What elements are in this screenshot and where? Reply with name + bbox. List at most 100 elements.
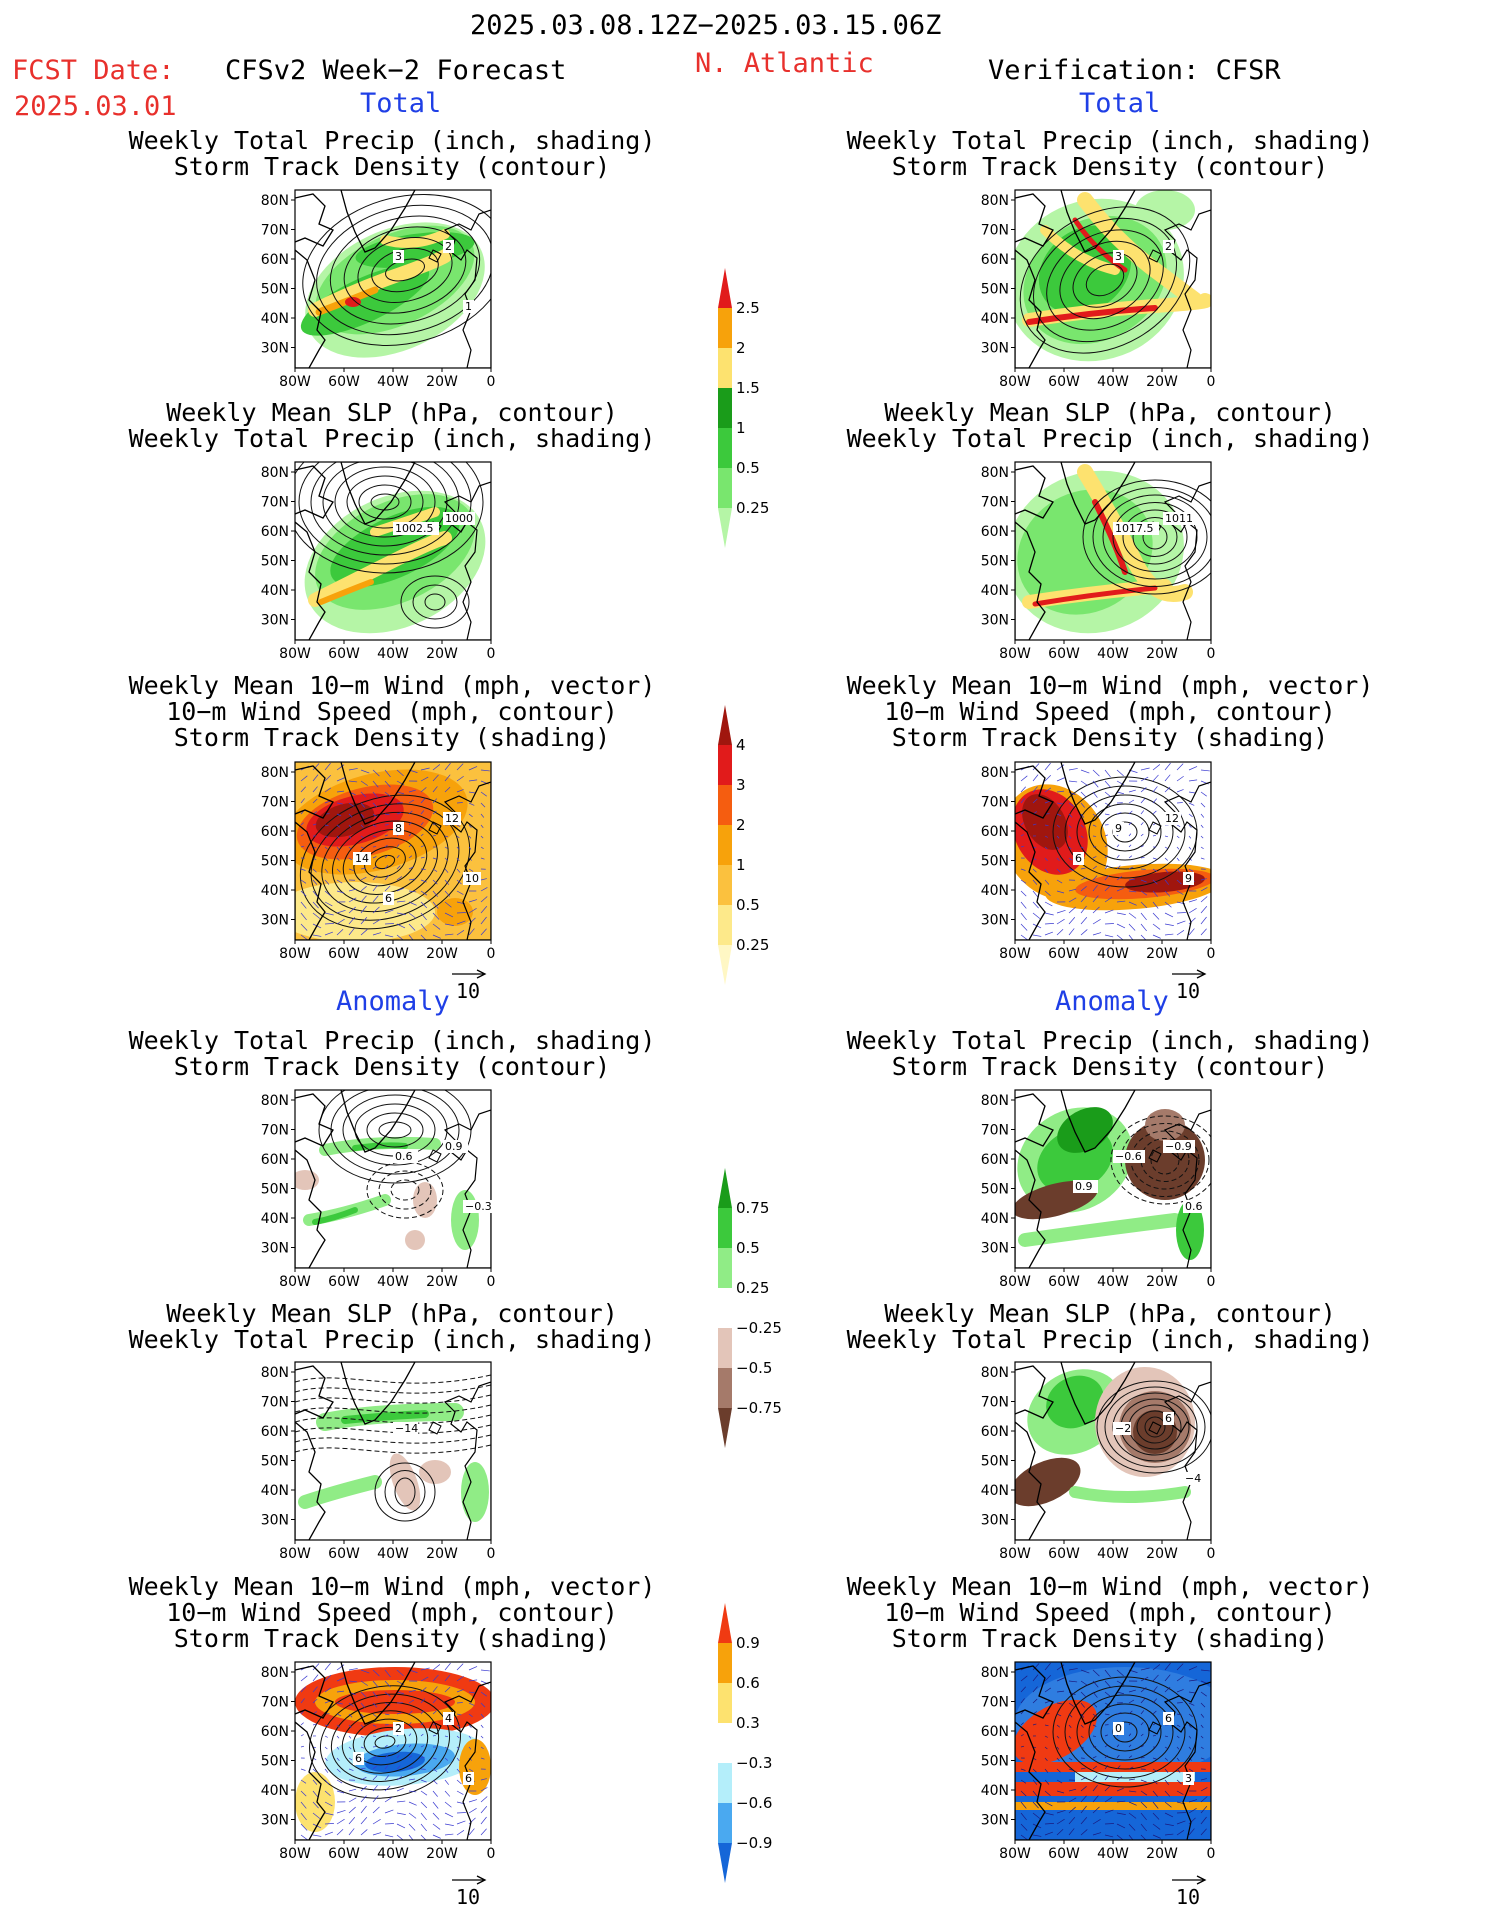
title-line: Storm Track Density (shading) [173, 723, 611, 752]
title-line: Weekly Total Precip (inch, shading) [846, 1026, 1374, 1055]
lat-tick-label: 40N [981, 1211, 1009, 1227]
map-forecast-total-wind: 80N 70N 60N 50N 40N 30N 80W 60W 40W 20W 0 8 12 10 14 6 [243, 754, 499, 966]
colorbar-swatch [718, 388, 732, 428]
lat-tick-label: 60N [261, 1424, 289, 1440]
colorbar-label: −0.75 [736, 1399, 782, 1417]
lat-tick-label: 30N [981, 1241, 1009, 1257]
colorbar-label: 0.5 [736, 896, 760, 914]
title-line: Weekly Total Precip (inch, shading) [128, 424, 656, 453]
lat-tick-label: 30N [981, 913, 1009, 929]
colorbar-label: 0.6 [736, 1674, 760, 1692]
lon-tick-label: 0 [487, 1546, 496, 1562]
lat-tick-label: 60N [981, 824, 1009, 840]
contour-label: 3 [1185, 1772, 1192, 1785]
title-line: Weekly Mean 10−m Wind (mph, vector) [128, 671, 656, 700]
contour-label: 2 [445, 240, 452, 253]
contour-label: 3 [395, 250, 402, 263]
lon-tick-label: 20W [426, 646, 458, 662]
verification-title: Verification: CFSR [988, 55, 1281, 86]
lat-tick-label: 70N [981, 1395, 1009, 1411]
lat-tick-label: 50N [981, 1454, 1009, 1470]
vector-ref-forecast-total: 10 [450, 968, 490, 1008]
contour-label: 6 [1075, 852, 1082, 865]
lat-tick-label: 70N [261, 495, 289, 511]
lon-tick-label: 40W [1097, 1274, 1129, 1290]
lat-tick-label: 30N [261, 341, 289, 357]
fcst-date-value: 2025.03.01 [14, 91, 177, 122]
contour-label: 0.6 [1185, 1200, 1203, 1213]
lat-tick-label: 60N [981, 1724, 1009, 1740]
contour-label: −2 [1115, 1422, 1131, 1435]
colorbar-swatch [718, 825, 732, 865]
lat-tick-label: 50N [981, 1754, 1009, 1770]
title-f-anom-wind: Weekly Mean 10−m Wind (mph, vector) 10−m… [42, 1574, 742, 1652]
contour-label: 6 [465, 1772, 472, 1785]
contour-label: −0.3 [465, 1200, 492, 1213]
colorbar-swatch [718, 1643, 732, 1683]
lat-tick-label: 50N [981, 1182, 1009, 1198]
vector-ref-label: 10 [456, 979, 480, 1003]
lon-tick-label: 0 [1207, 946, 1216, 962]
title-line: Storm Track Density (shading) [891, 723, 1329, 752]
section-total-forecast: Total [360, 88, 442, 119]
lon-tick-label: 20W [1146, 374, 1178, 390]
title-line: 10−m Wind Speed (mph, contour) [884, 1598, 1336, 1627]
lon-tick-label: 80W [279, 1274, 311, 1290]
colorbar-label: 0.9 [736, 1634, 760, 1652]
lon-tick-label: 60W [328, 946, 360, 962]
lon-tick-label: 80W [999, 946, 1031, 962]
colorbar-swatch [718, 1168, 732, 1208]
lat-tick-label: 70N [981, 223, 1009, 239]
lon-tick-label: 0 [1207, 1274, 1216, 1290]
colorbar-swatch [718, 468, 732, 508]
lon-tick-label: 60W [1048, 1846, 1080, 1862]
forecast-period: 2025.03.08.12Z−2025.03.15.06Z [470, 10, 942, 41]
title-line: Storm Track Density (contour) [891, 152, 1329, 181]
lat-tick-label: 30N [261, 913, 289, 929]
lon-tick-label: 40W [1097, 946, 1129, 962]
lon-tick-label: 60W [1048, 1274, 1080, 1290]
colorbar-label: 0.75 [736, 1199, 769, 1217]
colorbar-label: 1 [736, 856, 746, 874]
colorbar-anom-precip: 0.75 0.5 0.25 −0.25 −0.5 −0.75 [718, 1168, 798, 1462]
colorbar-swatch [718, 705, 732, 745]
contour-label: 6 [385, 892, 392, 905]
lat-tick-label: 80N [261, 1365, 289, 1381]
colorbar-swatch [718, 745, 732, 785]
colorbar-swatch [718, 268, 732, 308]
colorbar-swatch [718, 865, 732, 905]
contour-label: 14 [355, 852, 369, 865]
title-line: 10−m Wind Speed (mph, contour) [166, 1598, 618, 1627]
lat-tick-label: 40N [981, 1783, 1009, 1799]
title-line: Weekly Mean SLP (hPa, contour) [166, 398, 618, 427]
contour-label: −0.6 [1115, 1150, 1142, 1163]
colorbar-label: 2.5 [736, 299, 760, 317]
lat-tick-label: 60N [261, 524, 289, 540]
title-v-anom-slp: Weekly Mean SLP (hPa, contour) Weekly To… [760, 1301, 1460, 1353]
colorbar-label: 1.5 [736, 379, 760, 397]
contour-label: 2 [1165, 240, 1172, 253]
lat-tick-label: 70N [981, 1695, 1009, 1711]
colorbar-swatch [718, 1843, 732, 1883]
contour-label: 12 [445, 812, 459, 825]
lat-tick-label: 70N [981, 795, 1009, 811]
section-anomaly-forecast: Anomaly [336, 986, 450, 1017]
lat-tick-label: 40N [261, 311, 289, 327]
colorbar-label: 0.5 [736, 1239, 760, 1257]
contour-label: 8 [395, 822, 402, 835]
lon-tick-label: 80W [279, 946, 311, 962]
lon-tick-label: 20W [1146, 946, 1178, 962]
lon-tick-label: 60W [1048, 646, 1080, 662]
lat-tick-label: 80N [261, 1093, 289, 1109]
lat-tick-label: 30N [261, 1813, 289, 1829]
lon-tick-label: 40W [377, 1546, 409, 1562]
map-verification-total-wind: 80N 70N 60N 50N 40N 30N 80W 60W 40W 20W 0 9 12 9 6 [963, 754, 1219, 966]
colorbar-label: 2 [736, 339, 746, 357]
colorbar-swatch [718, 1763, 732, 1803]
lat-tick-label: 80N [981, 1665, 1009, 1681]
map-verification-total-precip: 80N 70N 60N 50N 40N 30N 80W 60W 40W 20W 0 3 2 [963, 182, 1219, 394]
colorbar-swatch [718, 905, 732, 945]
lat-tick-label: 40N [981, 583, 1009, 599]
title-line: Weekly Total Precip (inch, shading) [846, 1325, 1374, 1354]
lat-tick-label: 50N [981, 854, 1009, 870]
